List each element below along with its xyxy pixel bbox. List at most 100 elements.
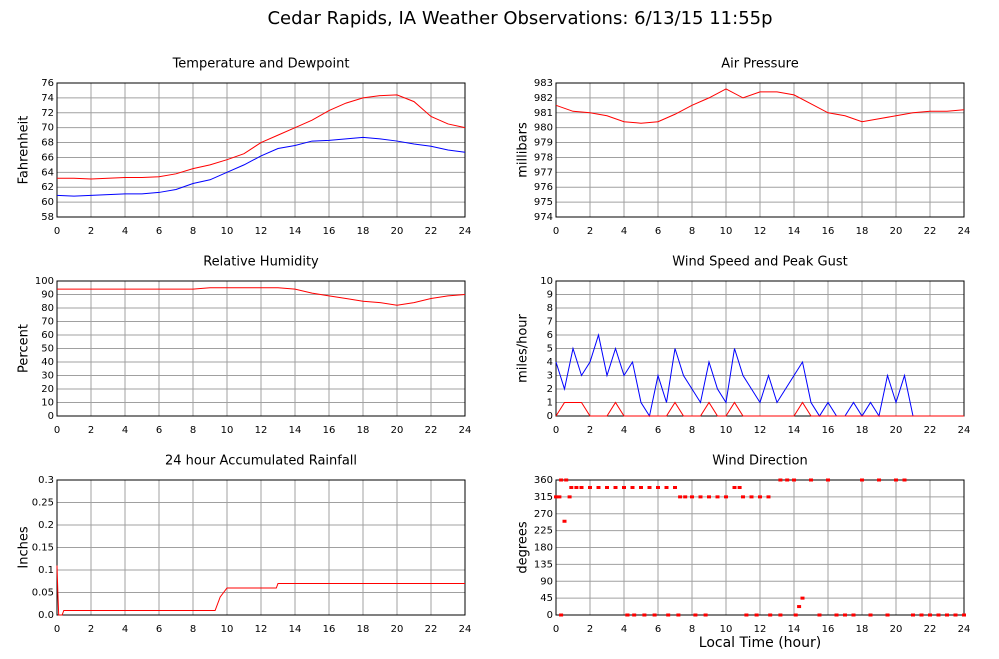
data-point xyxy=(885,613,890,617)
x-tick-label: 18 xyxy=(357,425,370,436)
data-point xyxy=(792,478,796,482)
y-tick-label: 72 xyxy=(41,108,54,119)
data-point xyxy=(766,495,771,499)
x-tick-label: 20 xyxy=(890,226,903,237)
x-tick-label: 12 xyxy=(754,425,767,436)
y-tick-label: 10 xyxy=(41,398,54,409)
y-tick-label: 7 xyxy=(547,317,553,328)
y-tick-label: 974 xyxy=(534,212,553,223)
x-tick-label: 12 xyxy=(255,624,268,635)
x-tick-label: 4 xyxy=(621,226,627,237)
chart: Temperature and DewpointFahrenheit586062… xyxy=(17,57,472,238)
x-tick-label: 24 xyxy=(958,425,971,436)
data-line xyxy=(56,565,465,616)
y-tick-label: 978 xyxy=(534,152,553,163)
y-tick-label: 982 xyxy=(534,93,553,104)
data-point xyxy=(707,495,711,499)
data-point xyxy=(817,613,822,617)
y-tick-label: 135 xyxy=(534,559,553,570)
data-line xyxy=(555,88,965,124)
y-tick-label: 90 xyxy=(41,290,54,301)
x-tick-label: 8 xyxy=(190,226,196,237)
data-point xyxy=(749,495,754,499)
x-tick-label: 14 xyxy=(788,624,801,635)
x-tick-label: 6 xyxy=(156,425,162,436)
data-point xyxy=(632,613,637,617)
y-tick-label: 0.2 xyxy=(38,520,54,531)
data-point xyxy=(647,486,652,489)
data-point xyxy=(656,486,660,489)
data-line xyxy=(555,333,964,418)
y-tick-label: 0 xyxy=(547,411,553,422)
data-line xyxy=(56,136,466,197)
y-tick-label: 62 xyxy=(41,182,54,193)
y-tick-label: 70 xyxy=(41,317,54,328)
x-tick-label: 2 xyxy=(587,624,593,635)
x-tick-label: 6 xyxy=(156,624,162,635)
x-tick-label: 0 xyxy=(553,425,559,436)
chart-title: Temperature and Dewpoint xyxy=(172,57,350,72)
x-tick-label: 18 xyxy=(856,425,869,436)
data-point xyxy=(851,613,856,617)
data-point xyxy=(588,486,592,489)
chart: Wind Speed and Peak Gustmiles/hour012345… xyxy=(516,255,971,437)
data-point xyxy=(639,486,643,489)
chart-title: Wind Direction xyxy=(712,454,808,469)
plot-frame xyxy=(56,82,466,218)
plot-frame xyxy=(555,479,965,616)
chart: 24 hour Accumulated Rainfall Inches 0.0 0.0… xyxy=(17,454,472,636)
y-tick-label: 60 xyxy=(41,197,54,208)
data-point xyxy=(860,478,864,482)
data-point xyxy=(894,478,898,482)
x-tick-label: 14 xyxy=(289,425,302,436)
x-tick-label: 0 xyxy=(54,624,60,635)
x-tick-label: 24 xyxy=(459,425,472,436)
y-tick-label: 76 xyxy=(41,78,54,89)
x-tick-label: 12 xyxy=(255,226,268,237)
x-tick-label: 22 xyxy=(425,624,438,635)
x-tick-label: 8 xyxy=(689,425,695,436)
data-point xyxy=(797,605,802,609)
y-tick-label: 5 xyxy=(547,344,553,355)
y-axis-label: Percent xyxy=(17,324,32,373)
x-tick-label: 12 xyxy=(754,226,767,237)
data-point xyxy=(630,486,635,489)
x-tick-label: 0 xyxy=(553,624,559,635)
data-point xyxy=(678,495,683,499)
x-tick-label: 20 xyxy=(391,226,404,237)
x-tick-label: 6 xyxy=(655,624,661,635)
x-tick-label: 8 xyxy=(190,624,196,635)
y-tick-label: 977 xyxy=(534,167,553,178)
x-tick-label: 10 xyxy=(720,425,733,436)
y-tick-label: 0 xyxy=(547,610,553,621)
x-tick-label: 10 xyxy=(221,226,234,237)
data-point xyxy=(868,613,873,617)
y-tick-label: 45 xyxy=(540,593,553,604)
x-tick-label: 6 xyxy=(156,226,162,237)
data-point xyxy=(744,613,749,617)
x-tick-label: 4 xyxy=(122,425,128,436)
y-tick-label: 74 xyxy=(41,93,54,104)
x-tick-label: 0 xyxy=(553,226,559,237)
y-tick-label: 10 xyxy=(540,276,553,287)
data-point xyxy=(737,486,742,489)
data-point xyxy=(676,613,681,617)
y-tick-label: 2 xyxy=(547,384,553,395)
data-point xyxy=(785,478,790,482)
data-point xyxy=(579,486,584,489)
data-point xyxy=(834,613,839,617)
data-point xyxy=(877,478,881,482)
x-axis-label: Local Time (hour) xyxy=(699,635,821,651)
chart: Wind Directiondegrees0459013518022527031… xyxy=(516,454,971,636)
y-tick-label: 4 xyxy=(547,357,553,368)
data-point xyxy=(683,495,688,499)
x-tick-label: 6 xyxy=(655,226,661,237)
data-point xyxy=(754,613,759,617)
x-tick-label: 14 xyxy=(788,226,801,237)
data-point xyxy=(778,613,783,617)
y-tick-label: 315 xyxy=(534,492,553,503)
data-point xyxy=(928,613,932,617)
y-tick-label: 64 xyxy=(41,167,54,178)
chart: Relative HumidityPercent0102030405060708… xyxy=(17,255,472,437)
y-tick-label: 979 xyxy=(534,138,553,149)
